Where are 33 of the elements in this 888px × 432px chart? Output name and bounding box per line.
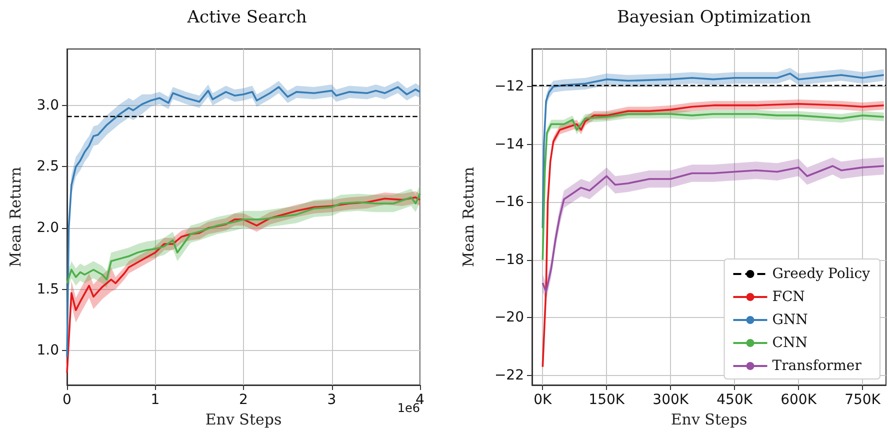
y-tick-label: −18	[494, 252, 524, 268]
y-axis-title: Mean Return	[460, 166, 478, 268]
y-axis-title: Mean Return	[6, 166, 24, 268]
legend-label: FCN	[772, 289, 805, 305]
x-tick-label: 600K	[780, 392, 818, 408]
x-axis-title: Env Steps	[205, 410, 282, 428]
x-tick-label: 2	[239, 392, 248, 408]
x-tick-label: 0	[62, 392, 72, 408]
x-tick-label: 300K	[652, 392, 690, 408]
text: 1e6	[397, 401, 420, 415]
y-tick-label: −22	[494, 367, 524, 384]
legend-label: Transformer	[772, 358, 862, 374]
y-tick-label: −16	[494, 194, 524, 210]
y-tick-label: −12	[494, 78, 524, 95]
y-tick-label: 2.5	[36, 158, 59, 175]
x-tick-label: 750K	[844, 392, 882, 408]
chart-title: Bayesian Optimization	[616, 8, 812, 28]
y-tick-label: −20	[494, 310, 524, 326]
y-tick-label: 3.0	[36, 97, 59, 114]
y-tick-label: 1.0	[36, 342, 59, 359]
y-tick-label: −14	[494, 136, 524, 152]
y-tick-label: 1.5	[36, 281, 59, 298]
x-tick-label: 150K	[588, 392, 626, 408]
x-tick-label: 1	[150, 392, 160, 408]
x-tick-label: 450K	[716, 392, 754, 408]
x-tick-label: 0K	[534, 392, 553, 408]
legend-label: GNN	[772, 312, 808, 328]
x-tick-label: 3	[327, 392, 336, 408]
chart-title: Active Search	[186, 8, 307, 28]
y-tick-label: 2.0	[36, 220, 59, 236]
legend-label: CNN	[772, 335, 808, 351]
x-axis-title: Env Steps	[670, 410, 748, 428]
legend-label: Greedy Policy	[772, 266, 870, 282]
